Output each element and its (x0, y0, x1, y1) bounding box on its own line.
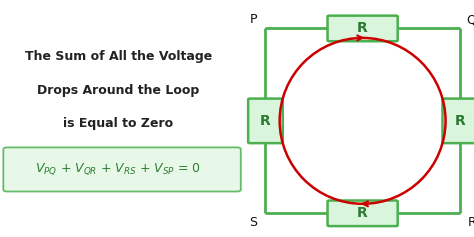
Text: R: R (357, 206, 368, 220)
Text: is Equal to Zero: is Equal to Zero (64, 117, 173, 130)
Text: $V_{PQ}$ + $V_{QR}$ + $V_{RS}$ + $V_{SP}$ = 0: $V_{PQ}$ + $V_{QR}$ + $V_{RS}$ + $V_{SP}… (36, 162, 201, 177)
FancyBboxPatch shape (248, 99, 283, 143)
Text: R: R (260, 114, 271, 128)
FancyBboxPatch shape (328, 201, 398, 226)
FancyBboxPatch shape (442, 99, 474, 143)
Text: R: R (455, 114, 465, 128)
Text: S: S (250, 216, 257, 229)
Text: R: R (467, 216, 474, 229)
Text: P: P (250, 13, 257, 26)
FancyBboxPatch shape (3, 147, 241, 191)
Text: Drops Around the Loop: Drops Around the Loop (37, 84, 200, 96)
Text: The Sum of All the Voltage: The Sum of All the Voltage (25, 50, 212, 63)
FancyBboxPatch shape (328, 16, 398, 41)
Text: Q: Q (467, 13, 474, 26)
Text: R: R (357, 21, 368, 36)
